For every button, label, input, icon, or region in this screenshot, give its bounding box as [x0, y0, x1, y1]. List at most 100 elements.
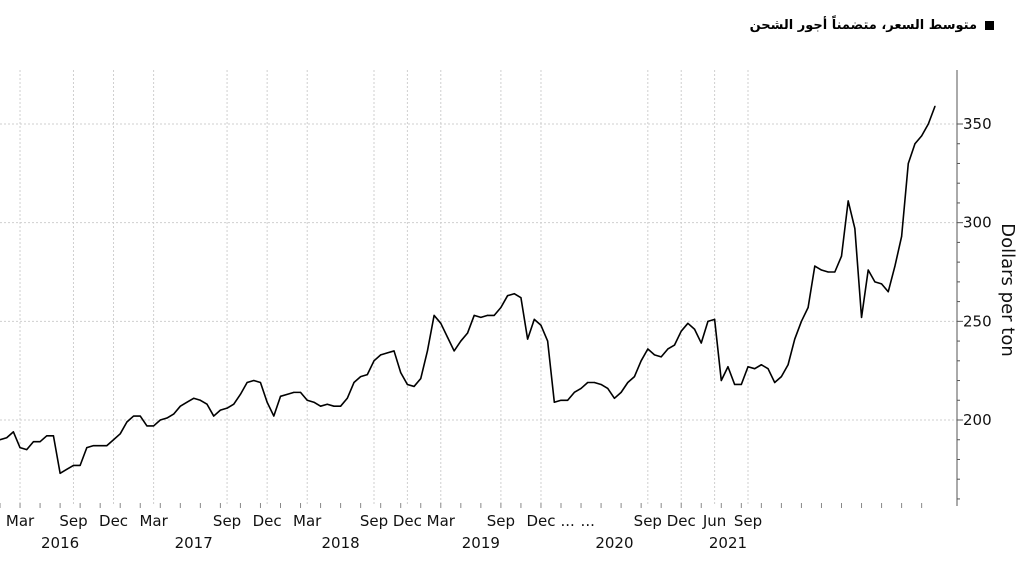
data-point [286, 393, 288, 395]
data-point [126, 421, 128, 423]
data-point [279, 395, 282, 397]
data-point [720, 379, 722, 382]
data-point [453, 350, 455, 352]
data-point [213, 415, 215, 417]
data-point [901, 235, 903, 238]
data-point [179, 405, 181, 407]
data-point [620, 391, 622, 393]
x-year-label: 2021 [709, 534, 747, 552]
data-point [373, 360, 375, 362]
data-point [239, 393, 242, 395]
x-tick-label: Dec [253, 512, 282, 530]
series-group [0, 105, 936, 475]
data-point [887, 291, 889, 293]
data-point [273, 415, 275, 417]
data-point [553, 401, 555, 403]
data-point [92, 445, 95, 447]
x-year-label: 2016 [41, 534, 79, 552]
y-tick-label: 200 [963, 411, 992, 429]
data-point [607, 387, 609, 390]
data-point [567, 399, 569, 401]
y-tick-label: 300 [963, 214, 992, 232]
data-point [867, 269, 869, 271]
data-point [500, 306, 502, 309]
data-point [193, 397, 195, 399]
x-tick-label: Sep [59, 512, 87, 530]
data-point [306, 399, 308, 401]
data-point [660, 356, 662, 358]
data-point [767, 368, 769, 370]
y-axis: 200 250 300 350 [0, 70, 992, 508]
data-point [66, 468, 68, 470]
data-point [326, 403, 328, 405]
data-point [206, 403, 208, 405]
data-point [0, 439, 1, 441]
x-tick-label: Mar [293, 512, 322, 530]
data-point [854, 227, 856, 230]
x-tick-label: ... [581, 512, 595, 530]
data-point [319, 405, 322, 407]
data-point [153, 425, 155, 427]
data-point [226, 407, 228, 409]
data-point [166, 417, 168, 419]
data-point [880, 283, 883, 285]
data-point [173, 413, 175, 415]
data-point [39, 441, 41, 443]
data-point [593, 381, 595, 384]
data-point [146, 425, 148, 427]
data-point [346, 397, 348, 399]
x-tick-label: Sep [360, 512, 388, 530]
data-point [894, 265, 896, 267]
x-year-label: 2020 [595, 534, 633, 552]
data-point [406, 383, 408, 386]
x-tick-label: Sep [213, 512, 241, 530]
data-point [673, 344, 676, 346]
data-point [807, 306, 809, 309]
data-point [847, 200, 849, 202]
data-point [159, 419, 161, 421]
data-point [246, 381, 248, 384]
x-year-label: 2018 [322, 534, 360, 552]
data-point [921, 135, 923, 137]
data-point [613, 397, 616, 399]
data-point [707, 320, 709, 322]
data-point [840, 255, 843, 257]
data-point [800, 320, 803, 322]
data-point [32, 441, 34, 443]
data-point [774, 381, 776, 384]
data-point [700, 342, 702, 344]
data-point [86, 447, 88, 449]
data-point [19, 447, 21, 449]
data-point [820, 269, 823, 271]
data-point [513, 293, 515, 295]
data-point [119, 433, 121, 435]
data-point [233, 403, 235, 405]
x-year-label: 2017 [175, 534, 213, 552]
data-point [253, 379, 255, 382]
data-point [934, 105, 936, 107]
data-point [874, 281, 876, 283]
data-point [633, 375, 636, 378]
data-point [747, 366, 749, 368]
data-point [466, 332, 469, 334]
data-point [486, 314, 489, 317]
data-point [740, 383, 742, 386]
y-axis-title: Dollars per ton [997, 223, 1018, 357]
data-point [112, 439, 115, 441]
data-point [927, 123, 929, 125]
data-point [99, 445, 101, 447]
x-tick-label: Sep [634, 512, 662, 530]
data-point [493, 314, 495, 317]
data-point [46, 435, 48, 437]
legend: متوسط السعر، متضمناً أجور الشحن [750, 18, 994, 33]
data-point [787, 364, 789, 366]
data-point [907, 162, 909, 165]
data-point [380, 354, 382, 356]
data-point [460, 340, 462, 342]
data-point [426, 350, 429, 352]
data-point [693, 328, 696, 330]
data-point [26, 449, 28, 451]
data-point [266, 401, 268, 403]
legend-swatch [985, 21, 994, 30]
